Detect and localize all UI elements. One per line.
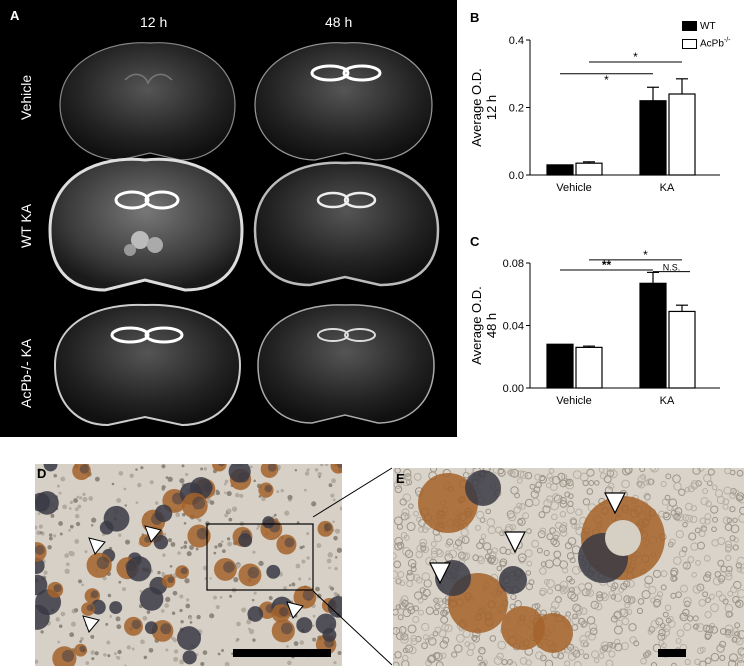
arrowhead-icon: [88, 537, 106, 555]
legend-wt: WT: [682, 20, 731, 34]
cell-cluster: [315, 613, 337, 635]
brain-wtka-48h: [253, 161, 440, 287]
significance-label: *: [643, 248, 648, 262]
arrowhead-icon: [286, 601, 304, 619]
x-tick-label: KA: [660, 182, 675, 194]
bar: [546, 164, 574, 176]
column-title-48h: 48 h: [325, 14, 353, 30]
significance-label: **: [602, 258, 612, 272]
arrowhead-icon: [504, 531, 526, 554]
x-tick-label: Vehicle: [556, 395, 591, 407]
cell-cluster: [177, 626, 201, 651]
y-axis-label: Average O.D.: [469, 286, 484, 365]
y-axis-label-2: 48 h: [484, 313, 499, 338]
y-tick-label: 0.04: [503, 321, 524, 333]
bar: [668, 310, 696, 389]
cell-cluster: [182, 650, 197, 665]
cell-cluster: [499, 566, 527, 594]
cell-cluster: [103, 505, 130, 532]
cell-cluster: [247, 606, 264, 622]
chart-b-12h: 0.0 0.2 0.4 Average O.D. 12 h Vehicle KA * *: [469, 35, 720, 194]
panel-c-label: C: [470, 234, 480, 249]
bar: [575, 346, 603, 389]
y-tick-label: 0.0: [509, 170, 524, 182]
cell-cluster: [43, 464, 58, 472]
cell-cluster: [126, 556, 152, 582]
x-tick-label: Vehicle: [556, 182, 591, 194]
legend-wt-label: WT: [700, 21, 716, 32]
cell-cluster: [327, 596, 342, 618]
cell-cluster: [144, 621, 158, 635]
y-axis-label-2: 12 h: [484, 95, 499, 120]
bar: [668, 93, 696, 176]
y-tick-label: 0.2: [509, 103, 524, 115]
cell-cluster: [35, 574, 48, 596]
cell-cluster: [154, 504, 173, 523]
chart-legend: WT AcPb-/-: [682, 20, 731, 51]
cell-cluster: [296, 617, 313, 634]
panel-e-microscopy: E: [393, 468, 744, 666]
legend-ko-swatch: [682, 38, 697, 49]
legend-ko-label: AcPb: [700, 38, 724, 50]
brain-vehicle-12h: [59, 42, 236, 161]
cell-cluster: [262, 516, 275, 529]
column-title-12h: 12 h: [140, 14, 168, 30]
cell-cluster: [35, 492, 51, 512]
legend-wt-swatch: [682, 21, 697, 32]
legend-ko: AcPb-/-: [682, 34, 731, 51]
scale-bar: [233, 649, 331, 657]
brain-vehicle-48h: [254, 42, 433, 161]
cell-cluster: [35, 557, 45, 574]
brain-section-grid: [48, 42, 440, 427]
significance-label: *: [633, 50, 638, 64]
cell-cluster: [418, 473, 478, 533]
row-label-acpb-ka: AcPb-/- KA: [18, 338, 34, 408]
y-tick-label: 0.4: [509, 35, 524, 47]
arrowhead-icon: [82, 615, 100, 633]
significance-label: *: [604, 73, 609, 87]
panel-e-image: [393, 468, 744, 666]
arrowhead-icon: [144, 525, 162, 543]
arrowhead-icon: [429, 562, 451, 585]
bar: [575, 162, 603, 176]
brain-wtka-12h: [48, 157, 244, 292]
zoom-box: [206, 523, 314, 591]
legend-ko-superscript: -/-: [723, 37, 731, 44]
y-tick-label: 0.00: [503, 383, 524, 395]
significance-label: N.S.: [663, 263, 681, 273]
panel-d-label: D: [37, 466, 47, 481]
panel-d-microscopy: D: [35, 464, 342, 666]
cell-cluster: [465, 470, 501, 506]
arrowhead-icon: [604, 492, 626, 515]
scale-bar: [658, 649, 686, 657]
panel-b-label: B: [470, 10, 480, 25]
zoom-connector-lines: [312, 467, 393, 666]
row-label-wt-ka: WT KA: [18, 203, 34, 248]
x-tick-label: KA: [660, 395, 675, 407]
bar: [639, 100, 667, 176]
row-label-vehicle: Vehicle: [18, 74, 34, 120]
bar: [639, 282, 667, 389]
cell-cluster: [109, 601, 123, 615]
cell-cluster: [266, 564, 281, 579]
brain-acpbka-12h: [53, 303, 242, 427]
brain-acpbka-48h: [257, 304, 435, 424]
cell-cluster: [238, 533, 253, 548]
cell-cluster: [533, 613, 573, 653]
panel-e-label: E: [396, 471, 405, 486]
y-axis-label: Average O.D.: [469, 68, 484, 147]
cell-cluster: [228, 464, 251, 483]
panel-d-image: [35, 464, 342, 666]
y-tick-label: 0.08: [503, 258, 524, 270]
cell-cluster: [153, 534, 169, 550]
cell-cluster: [139, 587, 164, 611]
panel-a-brain-sections: A 12 h 48 h Vehicle WT KA AcPb-/- KA: [0, 0, 457, 437]
bar: [546, 343, 574, 389]
panel-a-label: A: [10, 8, 20, 23]
